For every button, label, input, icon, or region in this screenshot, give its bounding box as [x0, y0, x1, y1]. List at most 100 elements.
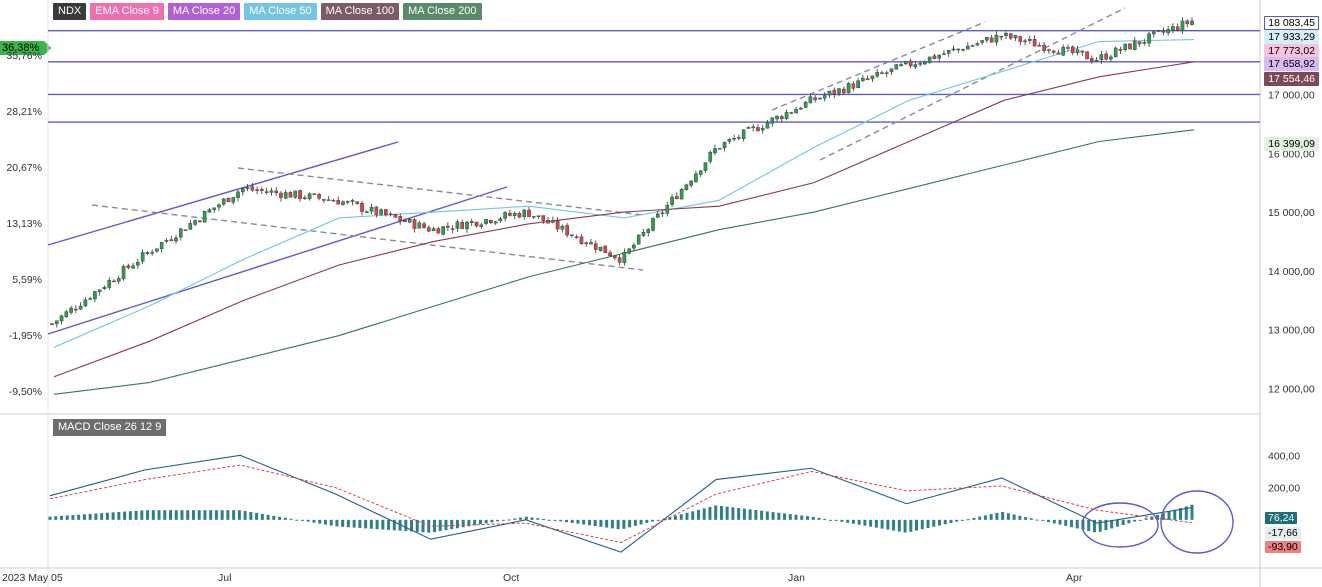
macd-histogram-bar: [1047, 519, 1051, 523]
candle-body: [469, 221, 474, 224]
candle-body: [417, 222, 422, 229]
candle-body: [651, 218, 655, 231]
series-line-ma-close-100: [53, 61, 1195, 378]
candle-body: [64, 311, 69, 318]
candle-body: [522, 209, 527, 217]
candle-body: [737, 137, 741, 139]
candle-body: [565, 225, 569, 236]
macd-histogram-bar: [943, 519, 947, 525]
macd-histogram-bar: [903, 519, 907, 533]
candle-body: [722, 142, 727, 149]
macd-histogram-bar: [932, 519, 936, 527]
macd-histogram-bar: [536, 518, 540, 520]
macd-histogram-bar: [616, 519, 620, 530]
pct-tick-label: -9,50%: [9, 386, 42, 398]
macd-value-tag: -93,90: [1265, 541, 1301, 553]
candle-body: [398, 216, 403, 222]
macd-histogram-bar: [404, 519, 408, 532]
macd-histogram-bar: [765, 511, 769, 520]
macd-histogram-bar: [656, 519, 660, 521]
macd-histogram-bar: [128, 511, 132, 520]
price-tag: 17 773,02: [1264, 44, 1319, 58]
macd-histogram-bar: [117, 511, 121, 520]
candle-body: [1190, 20, 1194, 25]
macd-histogram-bar: [203, 510, 207, 520]
macd-histogram-bar: [209, 510, 213, 520]
macd-histogram-bar: [341, 519, 345, 527]
series-line-ma-close-50: [53, 39, 1195, 348]
candle-body: [283, 192, 288, 199]
macd-value-tag: 76,24: [1265, 512, 1298, 524]
candle-body: [622, 251, 627, 264]
macd-histogram-bar: [283, 517, 287, 520]
candle-body: [493, 221, 498, 224]
candle-body: [1147, 33, 1151, 44]
macd-histogram-bar: [100, 513, 104, 520]
macd-histogram-bar: [1012, 514, 1016, 520]
candle-body: [269, 190, 274, 193]
candle-body: [97, 289, 102, 293]
candle-body: [1161, 30, 1166, 33]
price-tick-label: 13 000,00: [1268, 325, 1315, 337]
candle-body: [894, 64, 899, 70]
candle-body: [331, 200, 336, 202]
legend-item-2[interactable]: MA Close 20: [167, 3, 241, 20]
macd-histogram-bar: [140, 510, 144, 520]
price-tag: 18 083,45: [1264, 16, 1319, 30]
candle-body: [961, 49, 965, 51]
candle-body: [312, 193, 317, 195]
macd-histogram-bar: [955, 519, 959, 522]
candle-body: [946, 49, 951, 54]
macd-histogram-bar: [622, 519, 626, 529]
macd-histogram-bar: [1110, 519, 1114, 529]
candle-body: [365, 211, 369, 213]
candle-body: [164, 240, 169, 242]
macd-histogram-bar: [180, 510, 184, 520]
time-tick-label: Oct: [503, 572, 519, 584]
macd-histogram-bar: [1052, 519, 1056, 524]
macd-histogram-bar: [455, 519, 459, 529]
macd-histogram-bar: [863, 519, 867, 526]
macd-histogram-bar: [278, 516, 282, 520]
candle-body: [1061, 46, 1066, 56]
candle-body: [593, 243, 598, 250]
candle-body: [989, 37, 994, 43]
macd-histogram-bar: [1041, 519, 1045, 521]
candle-body: [970, 45, 975, 47]
candle-body: [1113, 47, 1118, 58]
candle-body: [1037, 45, 1042, 47]
macd-histogram-bar: [570, 519, 574, 523]
legend-item-1[interactable]: EMA Close 9: [90, 3, 164, 20]
macd-histogram-bar: [599, 519, 603, 527]
pct-tick-label: 13,13%: [6, 218, 42, 230]
candle-body: [93, 291, 97, 300]
candle-body: [789, 112, 794, 114]
candle-body: [546, 219, 550, 224]
legend-item-4[interactable]: MA Close 100: [320, 3, 400, 20]
macd-histogram-bar: [777, 512, 781, 520]
legend-item-5[interactable]: MA Close 200: [403, 3, 482, 20]
candle-body: [861, 77, 865, 81]
candle-body: [236, 191, 240, 198]
candle-body: [679, 189, 684, 200]
macd-legend-label[interactable]: MACD Close 26 12 9: [53, 419, 167, 436]
macd-histogram-bar: [708, 506, 712, 520]
macd-histogram-bar: [1161, 513, 1165, 520]
candle-body: [512, 213, 517, 216]
macd-histogram-bar: [461, 519, 465, 528]
macd-histogram-bar: [1127, 519, 1131, 524]
candle-body: [479, 224, 484, 227]
macd-histogram-bar: [1029, 518, 1033, 520]
macd-histogram-bar: [639, 519, 643, 525]
candle-body: [1032, 39, 1037, 47]
macd-histogram-bar: [817, 517, 821, 520]
candle-body: [455, 221, 460, 229]
legend-item-0[interactable]: NDX: [53, 3, 87, 20]
macd-histogram-bar: [553, 519, 557, 521]
candle-body: [908, 60, 913, 67]
legend-item-3[interactable]: MA Close 50: [244, 3, 317, 20]
macd-histogram-bar: [645, 519, 649, 523]
macd-histogram-bar: [909, 519, 913, 532]
macd-histogram-bar: [742, 508, 746, 520]
